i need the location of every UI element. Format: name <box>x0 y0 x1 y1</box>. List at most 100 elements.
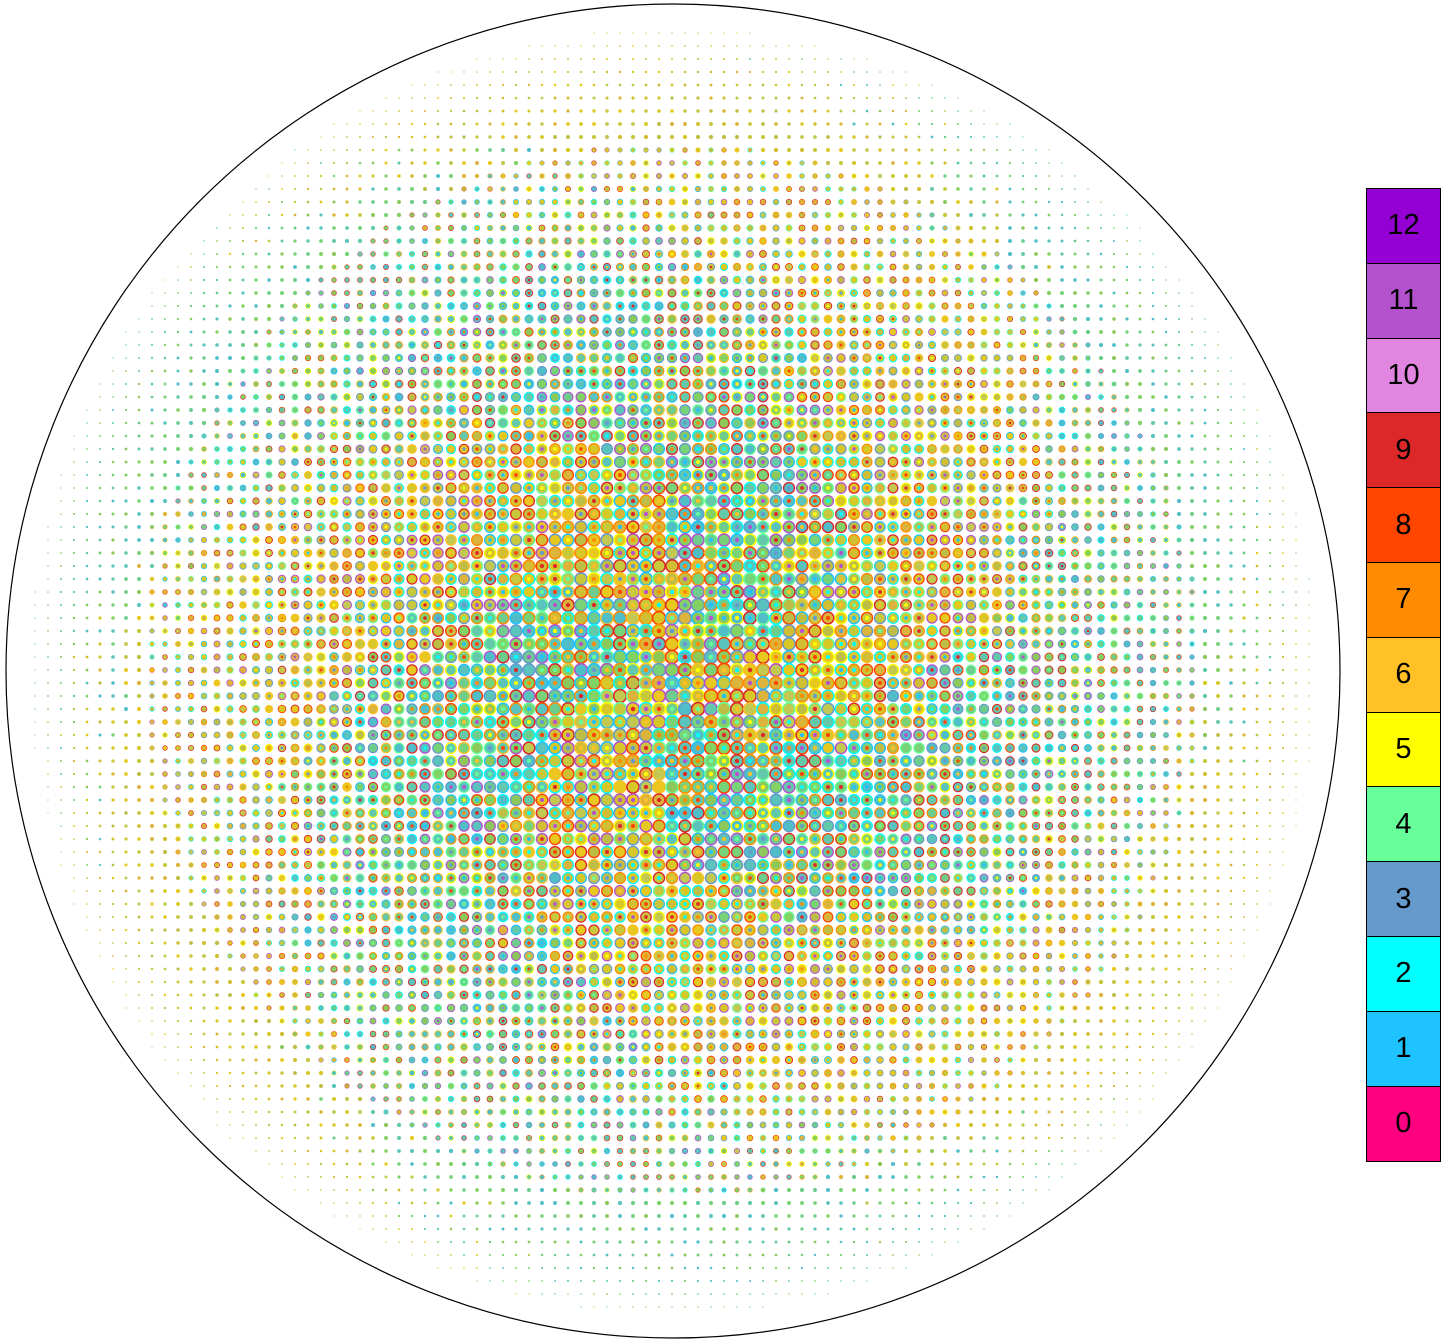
dot <box>708 134 714 140</box>
dot <box>917 122 921 126</box>
dot <box>1190 356 1194 360</box>
dot <box>137 551 141 555</box>
dot <box>1176 602 1182 608</box>
dot <box>1176 472 1182 478</box>
dot-core <box>709 291 713 295</box>
dot-core <box>358 564 362 568</box>
dot-core <box>969 421 973 425</box>
dot <box>241 252 245 256</box>
dot-core <box>773 550 779 556</box>
dot-core <box>254 642 258 646</box>
dot <box>1099 239 1103 243</box>
dot <box>1072 355 1078 361</box>
dot <box>795 494 809 508</box>
dot-core <box>709 460 713 464</box>
dot <box>201 511 207 517</box>
dot <box>553 83 557 87</box>
dot <box>722 70 726 74</box>
dot-core <box>449 395 453 399</box>
dot-core <box>878 369 882 373</box>
dot <box>394 444 404 454</box>
dot <box>1045 458 1053 466</box>
dot <box>746 224 754 232</box>
dot <box>252 549 260 557</box>
dot <box>1151 343 1155 347</box>
dot <box>176 382 180 386</box>
dot <box>356 354 364 362</box>
dot <box>1110 523 1118 531</box>
dot <box>216 227 218 229</box>
dot-core <box>891 616 895 620</box>
dot-core <box>826 356 830 360</box>
dot <box>432 664 444 676</box>
dot <box>1087 214 1089 216</box>
dot-core <box>747 641 753 647</box>
dot <box>562 391 574 403</box>
dot <box>813 83 817 87</box>
dot-core <box>565 654 571 660</box>
dot-core <box>721 602 727 608</box>
dot <box>85 564 89 568</box>
dot-core <box>956 395 960 399</box>
dot-core <box>306 668 310 672</box>
dot <box>356 315 364 323</box>
dot <box>176 304 180 308</box>
dot <box>592 96 596 100</box>
dot <box>667 314 677 324</box>
dot <box>228 317 232 321</box>
dot <box>1008 239 1012 243</box>
dot-core <box>761 512 765 516</box>
dot-core <box>293 525 297 529</box>
dot <box>684 32 686 34</box>
dot <box>252 510 260 518</box>
dot <box>853 58 855 60</box>
dot <box>879 71 881 73</box>
dot <box>344 251 350 257</box>
dot <box>473 263 481 271</box>
dot <box>201 472 207 478</box>
dot <box>863 276 871 284</box>
dot <box>889 263 897 271</box>
dot-core <box>410 564 414 568</box>
dot <box>901 366 911 376</box>
dot <box>162 485 168 491</box>
dot <box>1019 419 1027 427</box>
dot <box>1178 305 1180 307</box>
dot-core <box>371 460 375 464</box>
dot <box>475 161 479 165</box>
dot <box>1216 577 1220 581</box>
dot <box>615 288 625 298</box>
dot-core <box>1086 642 1090 646</box>
dot <box>1087 188 1089 190</box>
dot-core <box>526 602 532 608</box>
dot <box>655 211 663 219</box>
dot-core <box>657 291 661 295</box>
dot <box>839 96 843 100</box>
dot <box>722 96 726 100</box>
dot-core <box>800 512 804 516</box>
dot-core <box>280 551 284 555</box>
dot-core <box>293 590 297 594</box>
dot <box>476 71 478 73</box>
dot <box>743 533 757 547</box>
dot <box>627 339 639 351</box>
dot <box>47 591 49 593</box>
dot <box>486 237 494 245</box>
dot-core <box>475 369 479 373</box>
dot <box>1138 330 1142 334</box>
dot <box>341 664 353 676</box>
dot <box>1203 538 1207 542</box>
dot <box>1163 446 1169 452</box>
dot-core <box>384 447 388 451</box>
dot-core <box>345 538 349 542</box>
dot <box>201 459 207 465</box>
dot-core <box>618 369 622 373</box>
dot <box>694 237 702 245</box>
dot <box>746 185 754 193</box>
dot <box>72 642 76 646</box>
dot-core <box>306 655 310 659</box>
dot <box>483 637 497 651</box>
dot <box>136 641 142 647</box>
dot <box>226 458 234 466</box>
